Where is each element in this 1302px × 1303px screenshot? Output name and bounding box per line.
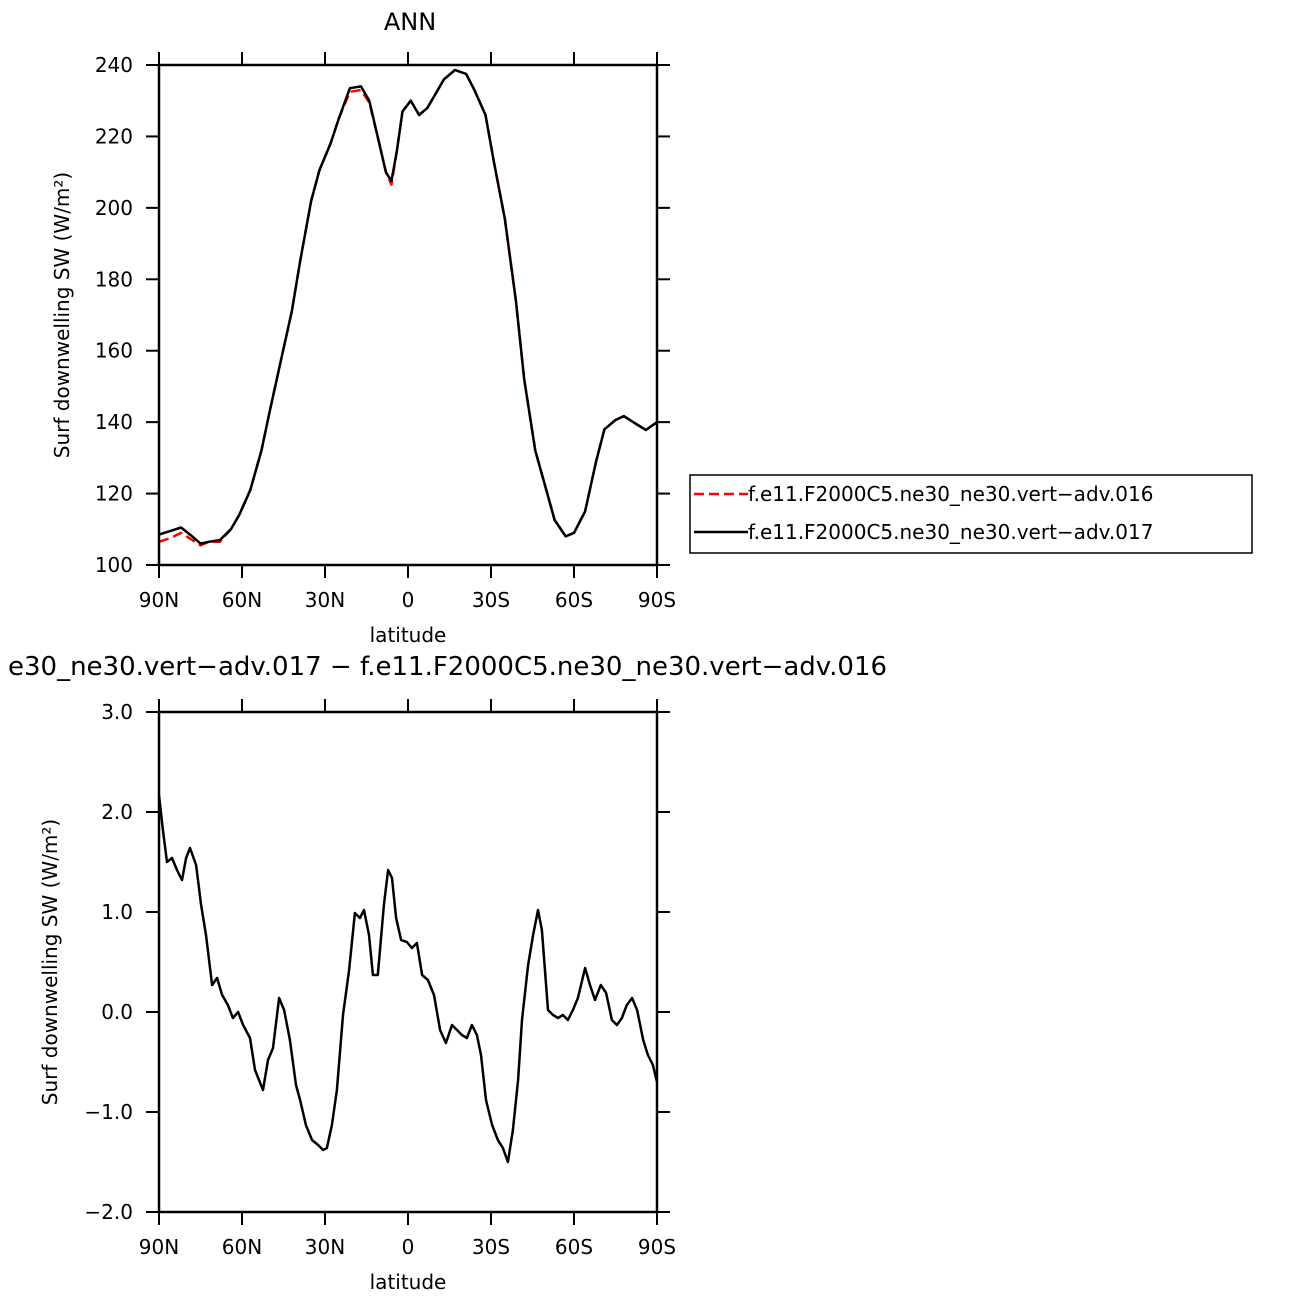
x-tick-label: 30S	[472, 588, 510, 612]
y-tick-label: −1.0	[84, 1100, 133, 1124]
y-tick-label: 220	[95, 124, 133, 148]
data-line	[158, 68, 658, 545]
legend-label: f.e11.F2000C5.ne30_ne30.vert−adv.017	[748, 520, 1153, 544]
legend-label: f.e11.F2000C5.ne30_ne30.vert−adv.016	[748, 482, 1153, 506]
data-line	[157, 794, 659, 1164]
y-tick-label: −2.0	[84, 1200, 133, 1224]
y-tick-label: 180	[95, 267, 133, 291]
plot-frame	[157, 63, 659, 567]
y-axis-label: Surf downwelling SW (W/m²)	[50, 172, 74, 458]
x-tick-label: 0	[402, 588, 415, 612]
y-tick-label: 160	[95, 339, 133, 363]
x-tick-label: 90N	[139, 1235, 179, 1259]
y-tick-label: 240	[95, 53, 133, 77]
y-tick-label: 200	[95, 196, 133, 220]
x-tick-label: 30S	[472, 1235, 510, 1259]
y-tick-label: 3.0	[101, 700, 133, 724]
plot-frame	[157, 710, 659, 1214]
x-tick-label: 30N	[305, 1235, 345, 1259]
x-tick-label: 60N	[222, 1235, 262, 1259]
y-tick-label: 2.0	[101, 800, 133, 824]
y-tick-label: 100	[95, 553, 133, 577]
data-line	[158, 68, 658, 547]
y-tick-label: 140	[95, 410, 133, 434]
x-axis-label: latitude	[370, 1270, 447, 1294]
x-tick-label: 60S	[555, 1235, 593, 1259]
chart-title: ANN	[384, 8, 436, 36]
y-tick-label: 0.0	[101, 1000, 133, 1024]
y-axis-label: Surf downwelling SW (W/m²)	[38, 819, 62, 1105]
x-tick-label: 60N	[222, 588, 262, 612]
y-tick-label: 1.0	[101, 900, 133, 924]
x-tick-label: 0	[402, 1235, 415, 1259]
x-tick-label: 90S	[638, 1235, 676, 1259]
x-tick-label: 90N	[139, 588, 179, 612]
chart-title: e30_ne30.vert−adv.017 − f.e11.F2000C5.ne…	[8, 652, 887, 682]
x-tick-label: 90S	[638, 588, 676, 612]
y-tick-label: 120	[95, 482, 133, 506]
legend-box	[689, 474, 1253, 554]
x-tick-label: 60S	[555, 588, 593, 612]
x-tick-label: 30N	[305, 588, 345, 612]
x-axis-label: latitude	[370, 623, 447, 647]
